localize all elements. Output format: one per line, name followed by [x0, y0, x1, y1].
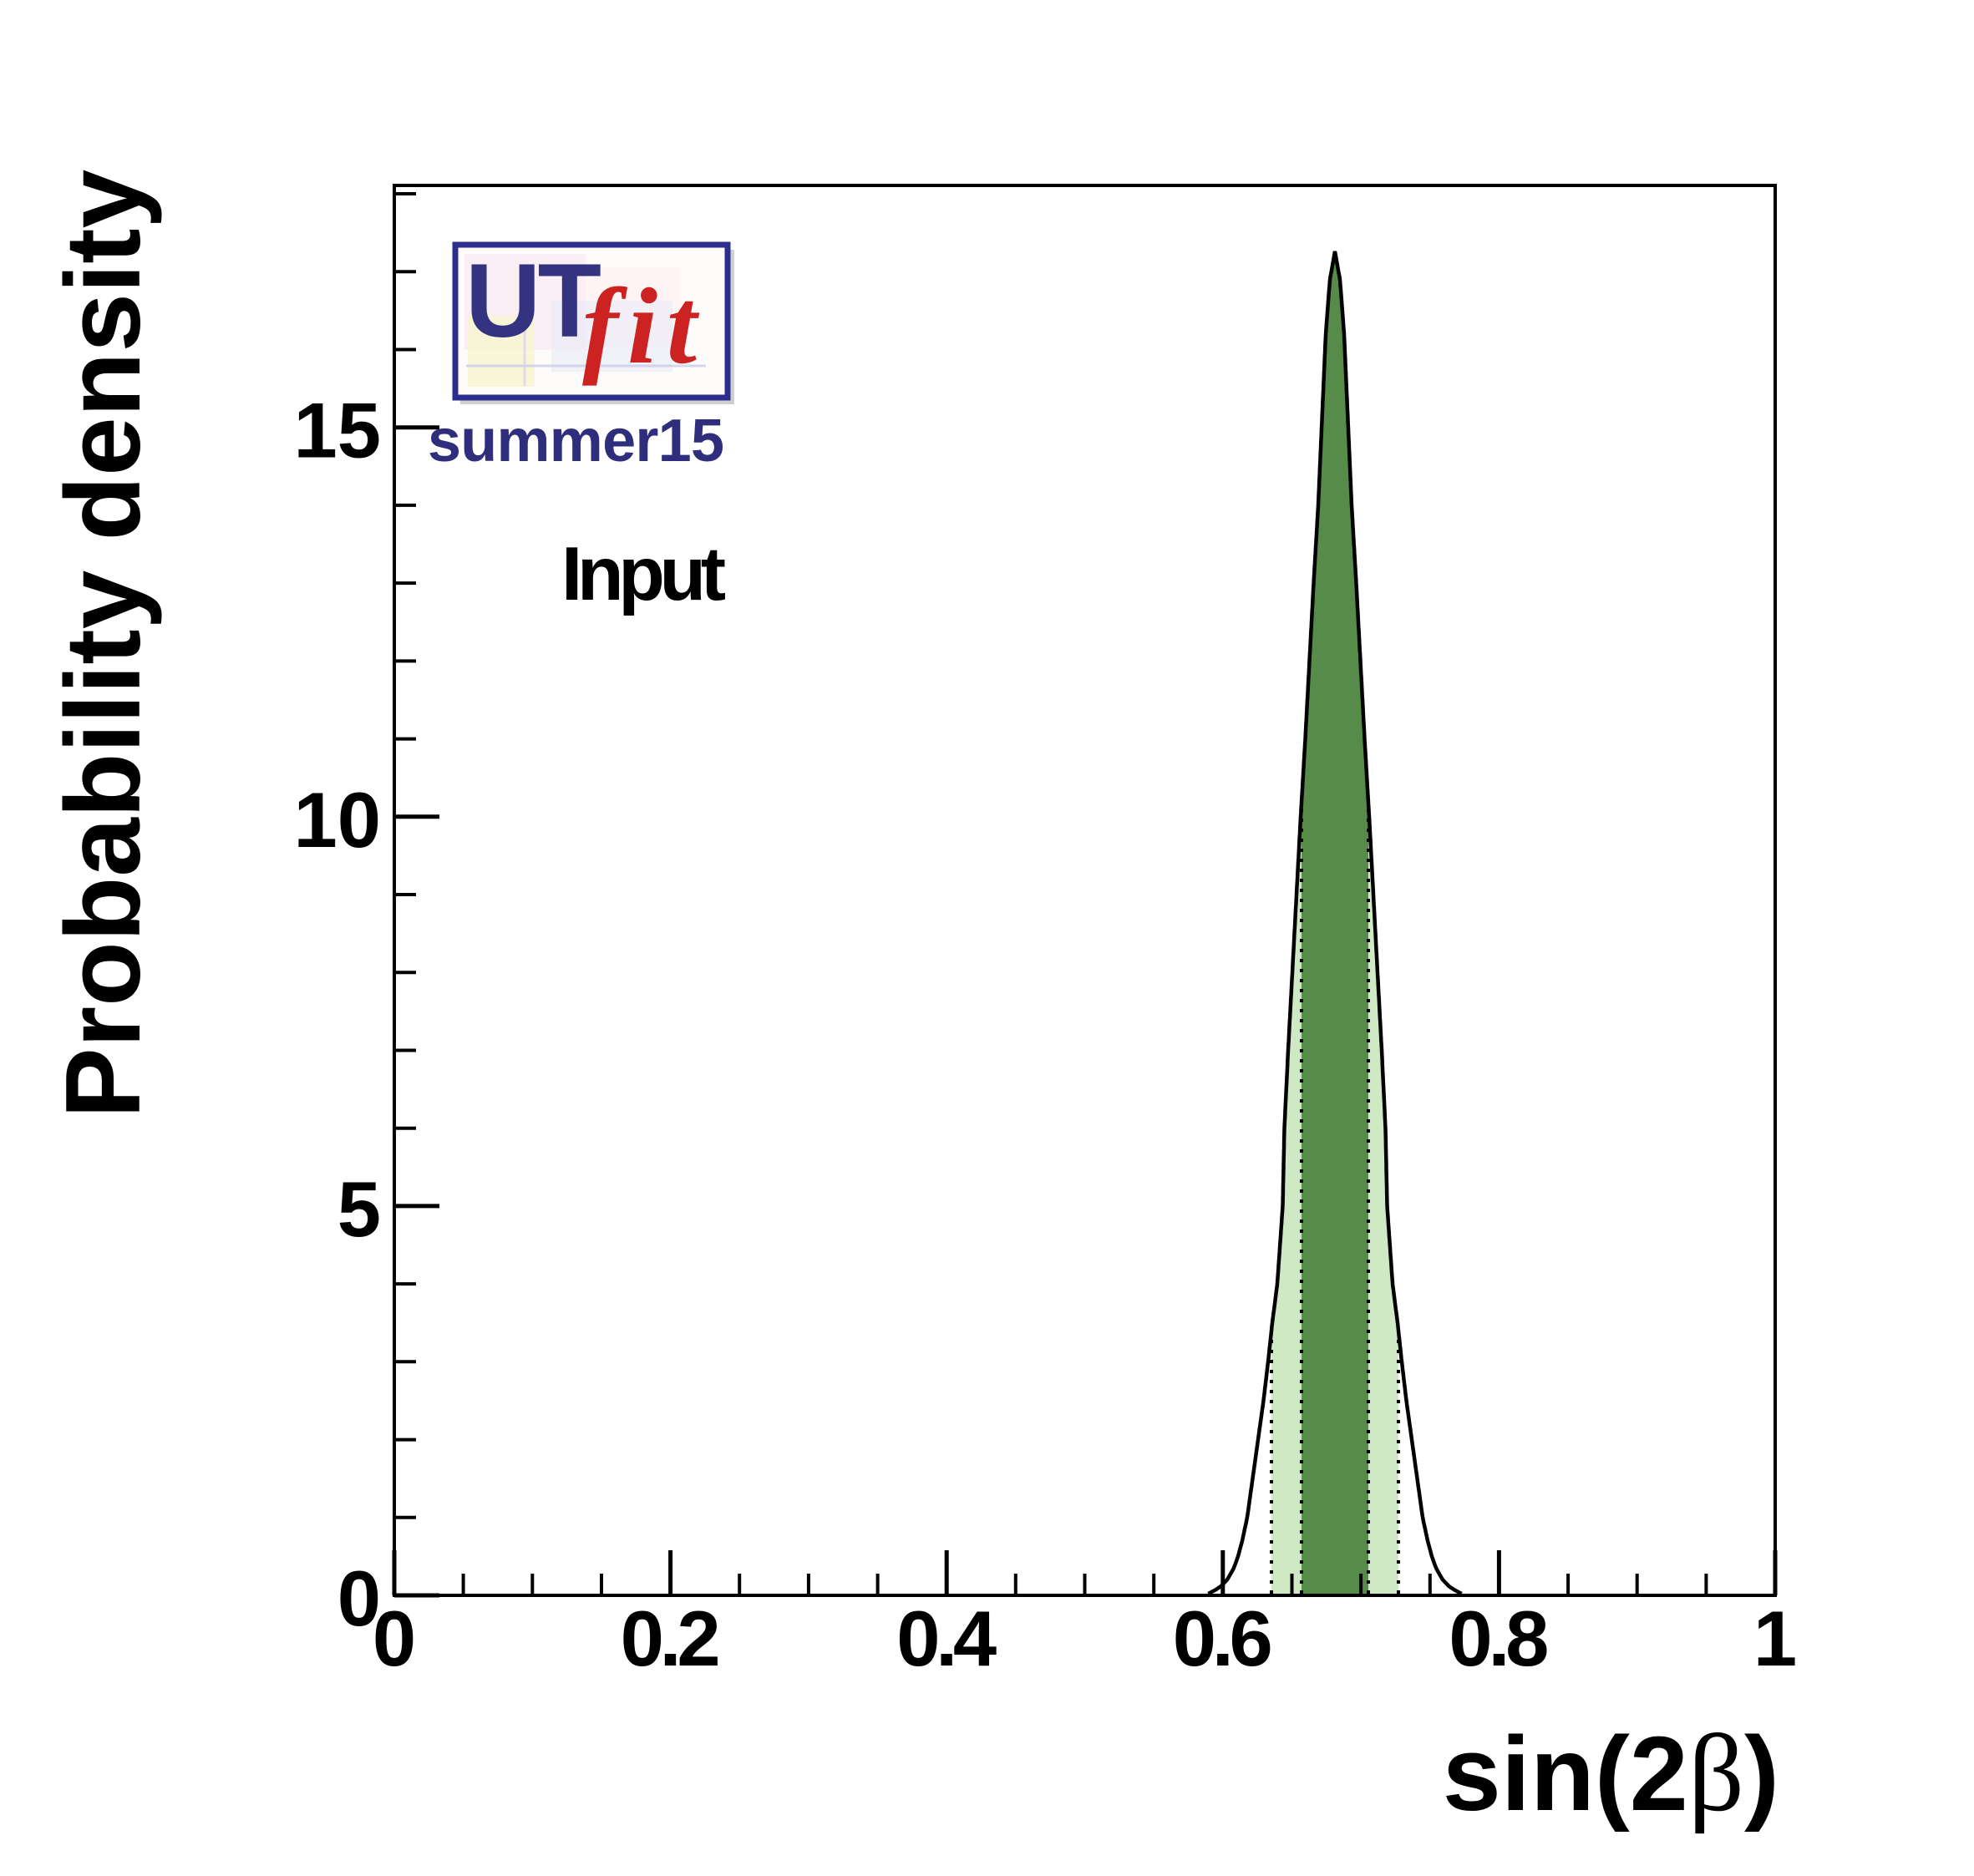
- svg-text:0.8: 0.8: [1449, 1595, 1549, 1682]
- svg-text:15: 15: [293, 387, 381, 474]
- svg-text:Input: Input: [561, 532, 726, 616]
- svg-text:1: 1: [1753, 1595, 1797, 1682]
- svg-text:0: 0: [373, 1595, 416, 1682]
- svg-text:summer15: summer15: [428, 408, 724, 474]
- svg-text:0.2: 0.2: [621, 1595, 721, 1682]
- svg-text:5: 5: [337, 1165, 381, 1253]
- svg-text:0.6: 0.6: [1173, 1595, 1273, 1682]
- svg-text:10: 10: [293, 776, 381, 864]
- svg-text:UT: UT: [465, 243, 601, 359]
- svg-text:0.4: 0.4: [896, 1595, 997, 1682]
- svg-text:fit: fit: [582, 266, 700, 387]
- svg-text:0: 0: [337, 1554, 381, 1642]
- svg-text:sin(2β): sin(2β): [1443, 1711, 1779, 1834]
- svg-text:Probability density: Probability density: [43, 170, 162, 1118]
